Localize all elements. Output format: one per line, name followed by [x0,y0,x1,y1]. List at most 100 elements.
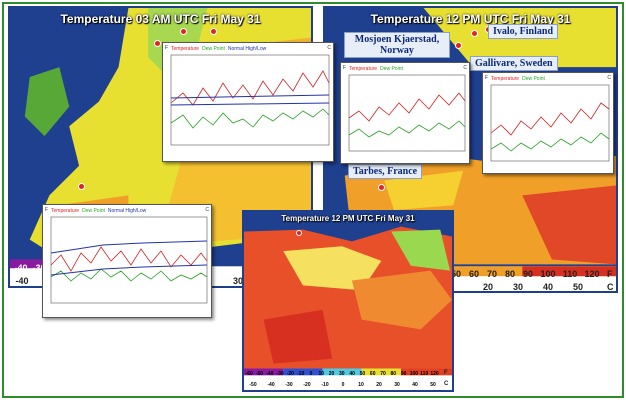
dew-point-line [170,108,330,129]
unit-f-label: F [444,370,448,376]
scale-label: 30 [339,371,345,377]
scale-label: 0 [341,382,345,388]
scale-label: 120 [584,269,600,279]
scale-label: 40 [412,382,418,388]
axis-unit-c: C [327,45,331,51]
unit-f-label: F [607,269,613,279]
scale-label: 50 [430,382,436,388]
scale-label: 30 [394,382,400,388]
scale-label: 40 [542,282,553,292]
scale-label: 120 [430,371,439,377]
station-marker [296,230,302,236]
europe-3am-title: Temperature 03 AM UTC Fri May 31 [60,12,261,26]
legend-dew-point: Dew Point [202,46,225,52]
station-marker [180,28,187,35]
scale-label: -40 [267,382,275,388]
axis-unit-f: F [485,75,489,81]
scale-label: -50 [255,371,264,377]
axis-unit-c: C [205,207,209,213]
station-chart-plot [348,74,466,152]
chart-legend: Temperature Dew Point Normal High/Low [51,208,146,214]
scale-label: -40 [15,276,29,286]
city-label-ivalo: Ivalo, Finland [488,24,559,39]
scale-label: -30 [276,371,284,377]
scale-label: 40 [349,371,355,377]
city-label-mosjoen: Mosjoen Kjaerstad, Norway [344,32,450,58]
station-marker [78,183,85,190]
temperature-line [490,102,610,136]
scale-label: 20 [328,371,335,377]
unit-c-label: C [607,282,614,292]
scale-label: 30 [232,276,243,286]
scale-label: 0 [309,371,313,377]
scale-label: 110 [420,371,429,377]
scale-label: 20 [376,382,382,388]
axis-unit-f: F [165,45,169,51]
station-chart-plot [50,216,208,304]
scale-label: 30 [512,282,523,292]
scale-label: 80 [504,269,515,279]
russia-scale-c: -50 -40 -30 -20 -10 0 10 20 30 40 50 [244,382,442,388]
scale-label: -10 [297,371,305,377]
europe-3am-scale-bottom: -40 [12,276,32,286]
station-marker [154,40,161,47]
station-marker [210,28,217,35]
scale-label: 50 [359,371,366,377]
legend-dew-point: Dew Point [522,76,545,82]
temperature-line [50,246,208,272]
dew-point-line [50,268,208,282]
europe-12pm-title: Temperature 12 PM UTC Fri May 31 [370,12,571,26]
russia-scale-f: -60 -50 -40 -30 -20 -10 0 10 20 30 40 50 60 70 80 90 100… [244,371,440,377]
chart-legend: Temperature Dew Point Normal High/Low [171,46,266,52]
legend-temperature: Temperature [491,76,520,82]
scale-label: 10 [358,382,364,388]
scale-label: 100 [409,371,419,377]
scale-label: -20 [286,371,294,377]
scale-label: -40 [266,371,274,377]
dew-point-line [490,132,610,152]
scale-label: 100 [540,269,556,279]
scale-label: -50 [249,382,257,388]
russia-12pm-title: Temperature 12 PM UTC Fri May 31 [281,214,415,223]
normal-high-line [170,94,330,99]
axis-unit-f: F [343,65,347,71]
station-chart-inset: Temperature Dew Point F C [482,72,614,174]
temperature-line [170,70,330,106]
axis-unit-c: C [463,65,467,71]
scale-label: 110 [562,269,578,279]
russia-12pm-map: Temperature 12 PM UTC Fri May 31 -60 -50-… [242,210,454,392]
scale-label: 20 [482,282,493,292]
legend-normal: Normal High/Low [227,46,267,52]
scale-label: 50 [572,282,583,292]
normal-low-line [50,264,208,276]
city-label-gallivare: Gallivare, Sweden [470,56,558,71]
normal-high-line [50,240,208,254]
axis-unit-f: F [45,207,49,213]
scale-label: -30 [285,382,293,388]
normal-low-line [170,102,330,106]
legend-dew-point: Dew Point [380,66,403,72]
station-chart-plot [490,84,610,162]
scale-label: -40 [14,263,28,273]
station-chart-plot [170,54,330,146]
scale-label: 60 [369,371,376,377]
russia-12pm-map-background [244,212,452,390]
scale-label: 80 [390,371,397,377]
legend-temperature: Temperature [349,66,378,72]
europe-12pm-scale-c: 20 30 40 50 [473,282,593,292]
legend-temperature: Temperature [171,46,200,52]
station-marker [378,184,385,191]
scale-label: 10 [318,371,324,377]
chart-legend: Temperature Dew Point [491,76,545,82]
europe-3am-scale-bottom-right: 30 [228,276,248,286]
scale-label: -10 [321,382,329,388]
dew-point-line [348,120,466,138]
station-chart-inset: Temperature Dew Point F C [340,62,470,164]
station-marker [471,30,478,37]
scale-label: -60 [245,371,253,377]
chart-legend: Temperature Dew Point [349,66,403,72]
station-chart-inset: Temperature Dew Point Normal High/Low F C [162,42,334,162]
station-marker [455,42,462,49]
scale-label: 90 [400,371,407,377]
scale-label: 90 [522,269,533,279]
